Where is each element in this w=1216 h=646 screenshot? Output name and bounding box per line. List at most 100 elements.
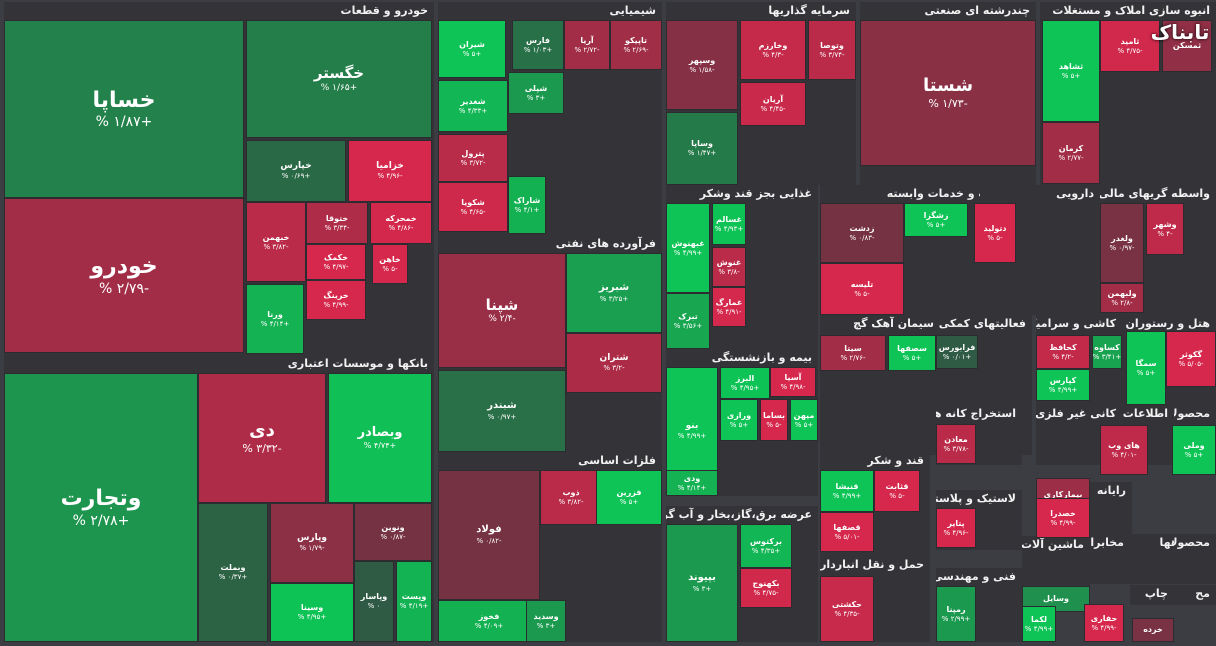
- stock-tile[interactable]: آسیا -۴/۹۸ %: [770, 367, 816, 397]
- tile-symbol: حکشتی: [832, 599, 862, 609]
- stock-tile[interactable]: پترول -۳/۷۲ %: [438, 134, 508, 182]
- stock-tile[interactable]: بپیوند +۳ %: [666, 524, 738, 642]
- stock-tile[interactable]: برکتوس +۴/۳۵ %: [740, 524, 792, 568]
- stock-tile[interactable]: ونوین -۰/۸۷ %: [354, 503, 432, 561]
- stock-tile[interactable]: شستا -۱/۷۳ %: [860, 20, 1036, 166]
- stock-tile[interactable]: آریان -۴/۴۵ %: [740, 82, 806, 126]
- stock-tile[interactable]: ثشاهد +۵ %: [1042, 20, 1100, 122]
- stock-tile[interactable]: بکهنوج -۴/۷۵ %: [740, 568, 792, 608]
- stock-tile[interactable]: خپارس +۰/۶۹ %: [246, 140, 346, 202]
- stock-tile[interactable]: وبملت +۰/۳۷ %: [198, 503, 268, 642]
- stock-tile[interactable]: کپارس +۴/۹۹ %: [1036, 369, 1090, 401]
- stock-tile[interactable]: غمارگ -۴/۹۱ %: [712, 287, 746, 327]
- stock-tile[interactable]: آریا -۲/۷۲ %: [564, 20, 610, 70]
- sector-label: قند و شکر: [867, 454, 924, 467]
- stock-tile[interactable]: شبریز +۳/۲۵ %: [566, 253, 662, 333]
- stock-tile[interactable]: سمگا +۵ %: [1126, 331, 1166, 405]
- stock-tile[interactable]: ورنا +۴/۱۴ %: [246, 284, 304, 354]
- stock-tile[interactable]: غسالم +۴/۹۳ %: [712, 203, 746, 245]
- stock-tile[interactable]: خاهن -۵ %: [372, 244, 408, 284]
- stock-tile[interactable]: میهن +۵ %: [790, 399, 818, 441]
- stock-tile[interactable]: قثابت -۵ %: [874, 470, 920, 512]
- stock-tile[interactable]: خصدرا -۴/۹۹ %: [1036, 498, 1090, 538]
- stock-tile[interactable]: حفاری -۴/۹۹ %: [1084, 604, 1124, 642]
- stock-tile[interactable]: وسدید +۳ %: [526, 600, 566, 642]
- stock-tile[interactable]: خرده: [1132, 618, 1174, 642]
- stock-tile[interactable]: وپاسار ۰ %: [354, 561, 394, 642]
- stock-tile[interactable]: وبصادر +۴/۷۴ %: [328, 373, 432, 503]
- stock-tile[interactable]: لکما +۴/۹۹ %: [1022, 606, 1056, 642]
- stock-tile[interactable]: ورازی +۵ %: [720, 399, 758, 441]
- stock-tile[interactable]: های وب -۴/۰۱ %: [1100, 425, 1148, 475]
- stock-tile[interactable]: خزامیا -۴/۹۶ %: [348, 140, 432, 202]
- stock-tile[interactable]: شکویا -۴/۶۵ %: [438, 182, 508, 232]
- stock-tile[interactable]: تلیسه -۵ %: [820, 263, 904, 315]
- stock-tile[interactable]: وسینا +۴/۹۵ %: [270, 583, 354, 642]
- stock-tile[interactable]: قصفها -۵/۰۱ %: [820, 512, 874, 552]
- stock-tile[interactable]: فزرین +۵ %: [596, 470, 662, 525]
- stock-tile[interactable]: وتجارت +۲/۷۸ %: [4, 373, 198, 642]
- stock-tile[interactable]: وساپا +۱/۴۷ %: [666, 112, 738, 185]
- stock-tile[interactable]: شپلی +۳ %: [508, 72, 564, 114]
- stock-tile[interactable]: خبهمن -۳/۸۲ %: [246, 202, 306, 282]
- stock-tile[interactable]: خودرو -۲/۷۹ %: [4, 198, 244, 353]
- stock-tile[interactable]: فخوز +۴/۰۹ %: [438, 600, 540, 642]
- stock-tile[interactable]: بساما -۵ %: [760, 399, 788, 441]
- stock-tile[interactable]: فرابورس +۰/۰۱ %: [936, 335, 978, 369]
- stock-tile[interactable]: وسپهر -۱/۵۸ %: [666, 20, 738, 110]
- stock-tile[interactable]: تاپیکو -۲/۶۹ %: [610, 20, 662, 70]
- stock-tile[interactable]: کساوه +۳/۴۱ %: [1092, 335, 1122, 369]
- stock-tile[interactable]: غبهنوش +۴/۹۹ %: [666, 203, 710, 293]
- stock-tile[interactable]: خمحرکه -۴/۸۶ %: [370, 202, 432, 244]
- stock-tile[interactable]: شپنا -۲/۴ %: [438, 253, 566, 368]
- stock-tile[interactable]: سصفها +۵ %: [888, 335, 936, 371]
- sector-31: مح: [1174, 585, 1216, 605]
- stock-tile[interactable]: فارس +۱/۰۳ %: [512, 20, 564, 70]
- stock-tile[interactable]: زدشت -۰/۸۳ %: [820, 203, 904, 263]
- stock-tile[interactable]: قنیشا +۴/۹۹ %: [820, 470, 874, 512]
- stock-tile[interactable]: کحافظ -۴/۲ %: [1036, 335, 1090, 369]
- tile-symbol: قصفها: [833, 522, 861, 532]
- stock-tile[interactable]: البرز +۴/۹۵ %: [720, 367, 770, 399]
- stock-tile[interactable]: ولبهمن -۲/۸ %: [1100, 283, 1144, 313]
- stock-tile[interactable]: معادن -۳/۷۸ %: [936, 424, 976, 464]
- tile-change: -۲/۷۲ %: [574, 45, 600, 54]
- tile-change: -۲/۶۹ %: [623, 45, 649, 54]
- stock-tile[interactable]: خگستر +۱/۶۵ %: [246, 20, 432, 138]
- stock-tile[interactable]: شبندر +۰/۹۷ %: [438, 370, 566, 452]
- stock-tile[interactable]: وملی +۵ %: [1172, 425, 1216, 475]
- stock-tile[interactable]: تبرک +۳/۵۶ %: [666, 293, 710, 349]
- stock-tile[interactable]: دی -۳/۳۲ %: [198, 373, 326, 503]
- stock-tile[interactable]: زشگزا +۵ %: [904, 203, 968, 237]
- stock-tile[interactable]: وپست +۴/۱۹ %: [396, 561, 432, 642]
- stock-tile[interactable]: کرمان -۲/۷۷ %: [1042, 122, 1100, 184]
- stock-tile[interactable]: گکوثر -۵/۰۵ %: [1166, 331, 1216, 387]
- tile-change: +۰/۳۷ %: [218, 573, 248, 582]
- stock-tile[interactable]: وپارس -۱/۷۹ %: [270, 503, 354, 583]
- tile-change: +۳ %: [536, 621, 556, 630]
- stock-tile[interactable]: ذوب -۳/۸۲ %: [540, 470, 602, 525]
- stock-tile[interactable]: رمپنا +۲/۹۹ %: [936, 586, 976, 642]
- stock-tile[interactable]: شتران -۳/۲ %: [566, 333, 662, 393]
- tile-symbol: وملی: [1183, 440, 1205, 450]
- stock-tile[interactable]: وتوصا -۳/۷۴ %: [808, 20, 856, 80]
- stock-tile[interactable]: ولغدر -۰/۹۷ %: [1100, 203, 1144, 283]
- stock-tile[interactable]: دتولید -۵ %: [974, 203, 1016, 263]
- stock-tile[interactable]: غنوش -۳/۸ %: [712, 247, 746, 287]
- stock-tile[interactable]: خرینگ -۴/۹۹ %: [306, 280, 366, 320]
- stock-tile[interactable]: ثمسکن: [1162, 20, 1212, 72]
- stock-tile[interactable]: سیتا -۲/۷۶ %: [820, 335, 886, 371]
- stock-tile[interactable]: خکمک -۴/۹۷ %: [306, 244, 366, 280]
- stock-tile[interactable]: خساپا +۱/۸۷ %: [4, 20, 244, 198]
- stock-tile[interactable]: پتایر -۴/۹۶ %: [936, 508, 976, 548]
- stock-tile[interactable]: شاراک +۴/۱ %: [508, 176, 546, 234]
- stock-tile[interactable]: ختوقا -۳/۳۴ %: [306, 202, 368, 244]
- stock-tile[interactable]: وشهر -۴ %: [1146, 203, 1184, 255]
- stock-tile[interactable]: وخارزم -۴/۳ %: [740, 20, 806, 80]
- stock-tile[interactable]: شغدیر +۴/۳۳ %: [438, 80, 508, 132]
- stock-tile[interactable]: شیران +۵ %: [438, 20, 506, 78]
- stock-tile[interactable]: حکشتی -۴/۳۵ %: [820, 576, 874, 642]
- stock-tile[interactable]: ودی +۴/۱۴ %: [666, 470, 718, 496]
- stock-tile[interactable]: فولاد -۰/۸۲ %: [438, 470, 540, 600]
- stock-tile[interactable]: ثامید -۴/۷۵ %: [1100, 20, 1160, 72]
